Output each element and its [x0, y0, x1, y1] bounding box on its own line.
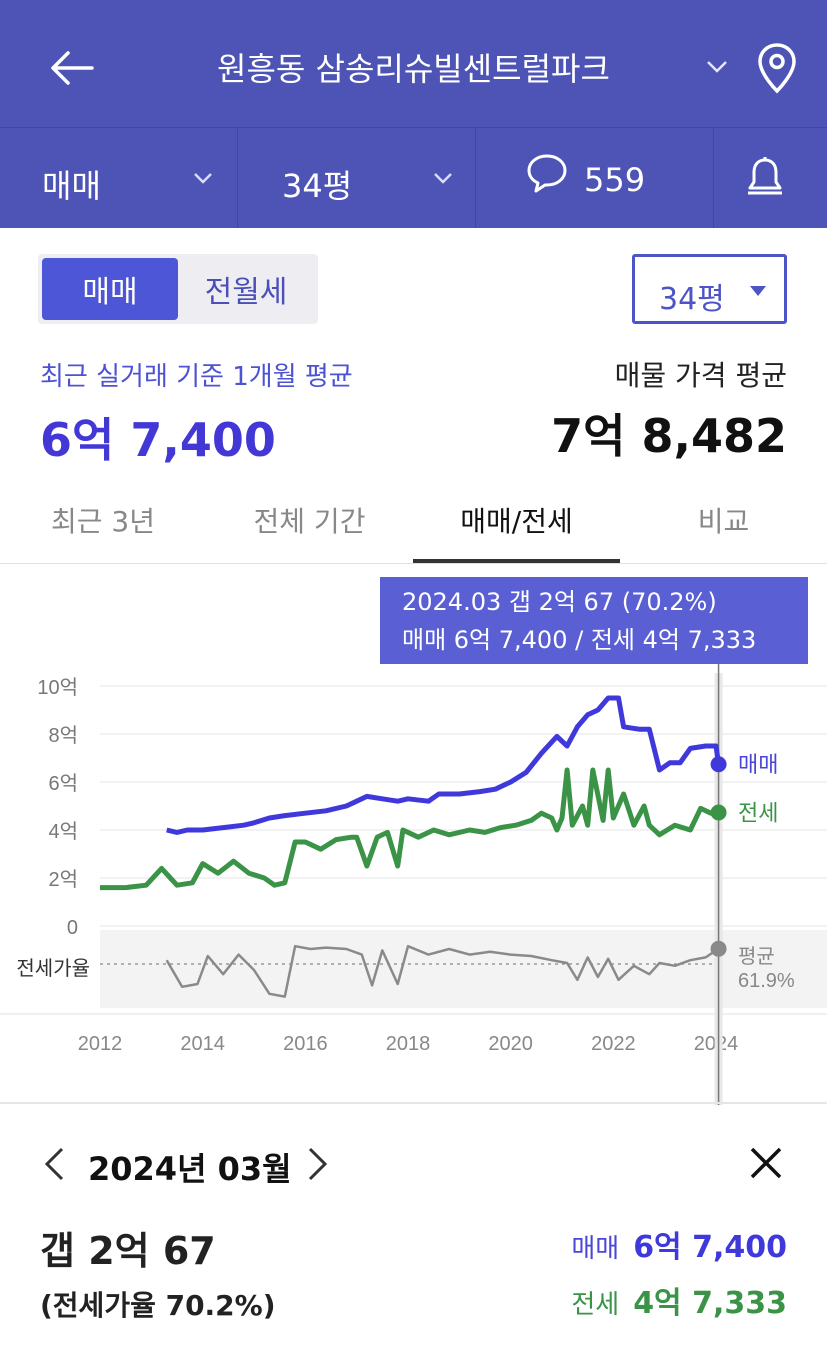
- sale-endpoint: [710, 756, 727, 773]
- selected-month: 2024년 03월: [88, 1150, 292, 1188]
- tab-sale-jeonse[interactable]: 매매/전세: [460, 505, 573, 538]
- area-select-label: 34평: [659, 282, 725, 317]
- deal-segment-control: 매매 전월세: [38, 254, 318, 324]
- y-tick-label: 0: [67, 917, 78, 939]
- area-filter-label: 34평: [282, 167, 353, 205]
- caret-down-icon: [750, 286, 766, 296]
- back-button[interactable]: [44, 40, 100, 96]
- y-tick-label: 4억: [48, 820, 78, 843]
- ratio-axis-label: 전세가율: [16, 957, 90, 980]
- area-select[interactable]: 34평: [632, 254, 787, 324]
- x-tick-label: 2016: [283, 1033, 328, 1055]
- y-tick-label: 2억: [48, 868, 78, 891]
- tooltip-price-line: 매매 6억 7,400 / 전세 4억 7,333: [402, 626, 757, 654]
- speech-bubble-icon: [527, 154, 567, 193]
- deal-type-label: 매매: [42, 167, 101, 205]
- gap-amount: 갭 2억 67: [40, 1229, 216, 1273]
- ratio-series-line: [165, 944, 720, 998]
- jeonse-price-row: 전세 4억 7,333: [571, 1278, 787, 1322]
- x-tick-label: 2018: [386, 1033, 431, 1055]
- tab-all-period[interactable]: 전체 기간: [253, 505, 366, 538]
- price-chart-svg: 10억 8억 6억 4억 2억 0 전세가율 2012 2014 2016 2018 2020 2022…: [0, 663, 827, 1105]
- ratio-band-background: [100, 930, 827, 1008]
- bell-icon: [748, 157, 782, 195]
- comments-button[interactable]: 559: [476, 128, 714, 228]
- sale-series-line: [166, 695, 722, 835]
- listing-avg-label: 매물 가격 평균: [614, 359, 787, 392]
- ratio-average-value: 61.9%: [738, 970, 795, 992]
- jeonse-endpoint: [710, 804, 727, 821]
- jeonse-price-label: 전세: [571, 1290, 620, 1320]
- x-tick-label: 2014: [180, 1033, 225, 1055]
- tooltip-gap-line: 2024.03 갭 2억 67 (70.2%): [402, 588, 717, 616]
- x-tick-label: 2022: [591, 1033, 636, 1055]
- chevron-down-icon: [434, 173, 452, 184]
- alarm-button[interactable]: [714, 128, 827, 228]
- segment-sale[interactable]: 매매: [42, 258, 178, 320]
- sale-price-label: 매매: [571, 1234, 620, 1264]
- close-icon[interactable]: [748, 1145, 784, 1181]
- listing-avg-value: 7억 8,482: [551, 409, 787, 463]
- y-tick-label: 8억: [48, 724, 78, 747]
- tab-compare[interactable]: 비교: [697, 505, 750, 538]
- jeonse-price-value: 4억 7,333: [633, 1286, 787, 1321]
- active-tab-indicator: [413, 559, 620, 563]
- recent-trade-label: 최근 실거래 기준 1개월 평균: [40, 362, 353, 392]
- area-filter-dropdown[interactable]: 34평: [238, 128, 476, 228]
- tab-recent-3y[interactable]: 최근 3년: [51, 505, 155, 538]
- top-app-bar: 원흥동 삼송리슈빌센트럴파크: [0, 0, 827, 127]
- jeonse-ratio: (전세가율 70.2%): [40, 1289, 276, 1322]
- ratio-endpoint: [710, 940, 727, 957]
- chevron-down-icon: [194, 173, 212, 184]
- jeonse-series-label: 전세: [738, 800, 778, 825]
- recent-trade-value: 6억 7,400: [40, 413, 276, 467]
- chevron-down-icon[interactable]: [704, 56, 730, 76]
- next-month-button[interactable]: [302, 1146, 332, 1182]
- period-tabs: 최근 3년 전체 기간 매매/전세 비교: [0, 470, 827, 564]
- price-chart[interactable]: 10억 8억 6억 4억 2억 0 전세가율 2012 2014 2016 2018 2020 2022…: [0, 565, 827, 1105]
- arrow-left-icon: [51, 51, 94, 85]
- y-tick-label: 6억: [48, 772, 78, 795]
- comment-count: 559: [584, 161, 646, 199]
- section-divider: [0, 1102, 827, 1104]
- sale-series-label: 매매: [738, 752, 778, 777]
- x-tick-label: 2020: [488, 1033, 533, 1055]
- y-tick-label: 10억: [37, 676, 78, 699]
- sale-price-value: 6억 7,400: [633, 1230, 787, 1265]
- deal-type-dropdown[interactable]: 매매: [0, 128, 238, 228]
- chart-tooltip: 2024.03 갭 2억 67 (70.2%) 매매 6억 7,400 / 전세…: [380, 577, 808, 664]
- page-title[interactable]: 원흥동 삼송리슈빌센트럴파크: [217, 50, 610, 88]
- map-pin-icon[interactable]: [756, 42, 798, 94]
- segment-rent[interactable]: 전월세: [204, 275, 288, 310]
- jeonse-series-line: [100, 767, 719, 891]
- prev-month-button[interactable]: [40, 1146, 70, 1182]
- sale-price-row: 매매 6억 7,400: [571, 1222, 787, 1266]
- ratio-average-label: 평균: [738, 945, 775, 968]
- filter-bar: 매매 34평 559: [0, 127, 827, 228]
- x-tick-label: 2012: [78, 1033, 123, 1055]
